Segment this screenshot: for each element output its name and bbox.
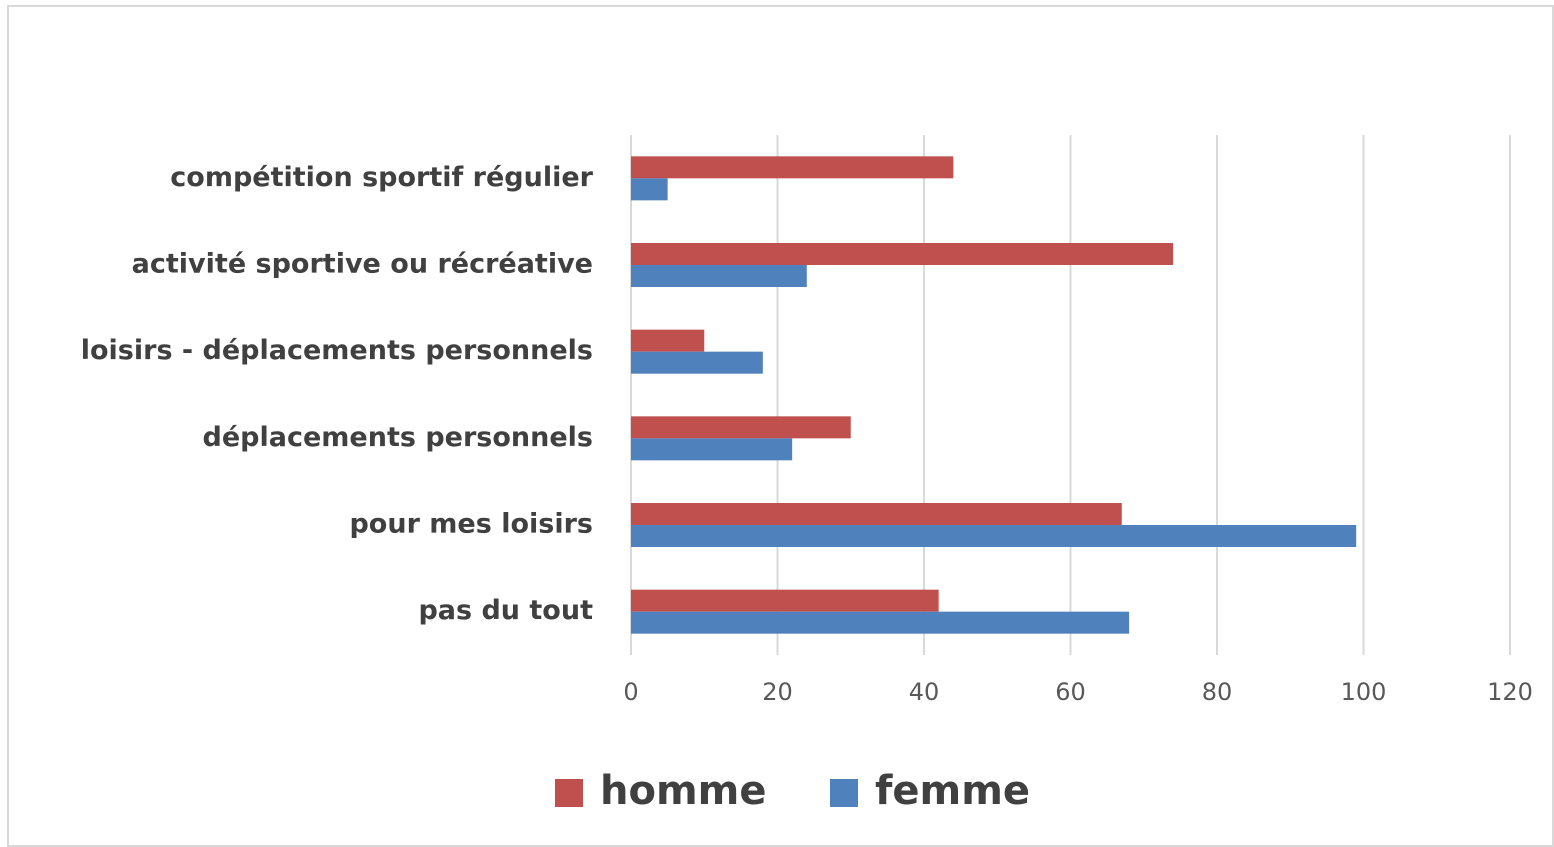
x-tick-label: 120 bbox=[1487, 678, 1533, 706]
bar bbox=[631, 416, 851, 439]
bar bbox=[631, 438, 793, 461]
bar bbox=[631, 503, 1122, 525]
x-tick-label: 40 bbox=[909, 678, 940, 706]
bar bbox=[631, 351, 763, 374]
bar bbox=[631, 243, 1174, 265]
bar bbox=[631, 329, 705, 352]
legend-swatch bbox=[555, 779, 583, 807]
y-tick-label: déplacements personnels bbox=[203, 422, 593, 453]
bar bbox=[631, 156, 954, 179]
legend-swatch bbox=[830, 779, 858, 807]
bar bbox=[631, 611, 1130, 634]
y-tick-label: pour mes loisirs bbox=[349, 509, 593, 540]
legend-label: homme bbox=[600, 768, 766, 814]
y-tick-label: activité sportive ou récréative bbox=[132, 249, 593, 280]
x-tick-label: 60 bbox=[1055, 678, 1086, 706]
legend-label: femme bbox=[875, 768, 1030, 814]
y-tick-label: pas du tout bbox=[418, 595, 593, 626]
bar bbox=[631, 525, 1357, 547]
x-tick-label: 80 bbox=[1202, 678, 1233, 706]
x-tick-label: 20 bbox=[762, 678, 793, 706]
bar bbox=[631, 178, 668, 201]
x-tick-label: 0 bbox=[623, 678, 638, 706]
bar bbox=[631, 265, 807, 287]
y-tick-label: compétition sportif régulier bbox=[170, 162, 593, 193]
bar bbox=[631, 589, 939, 612]
x-tick-label: 100 bbox=[1341, 678, 1387, 706]
y-tick-label: loisirs - déplacements personnels bbox=[81, 335, 593, 366]
